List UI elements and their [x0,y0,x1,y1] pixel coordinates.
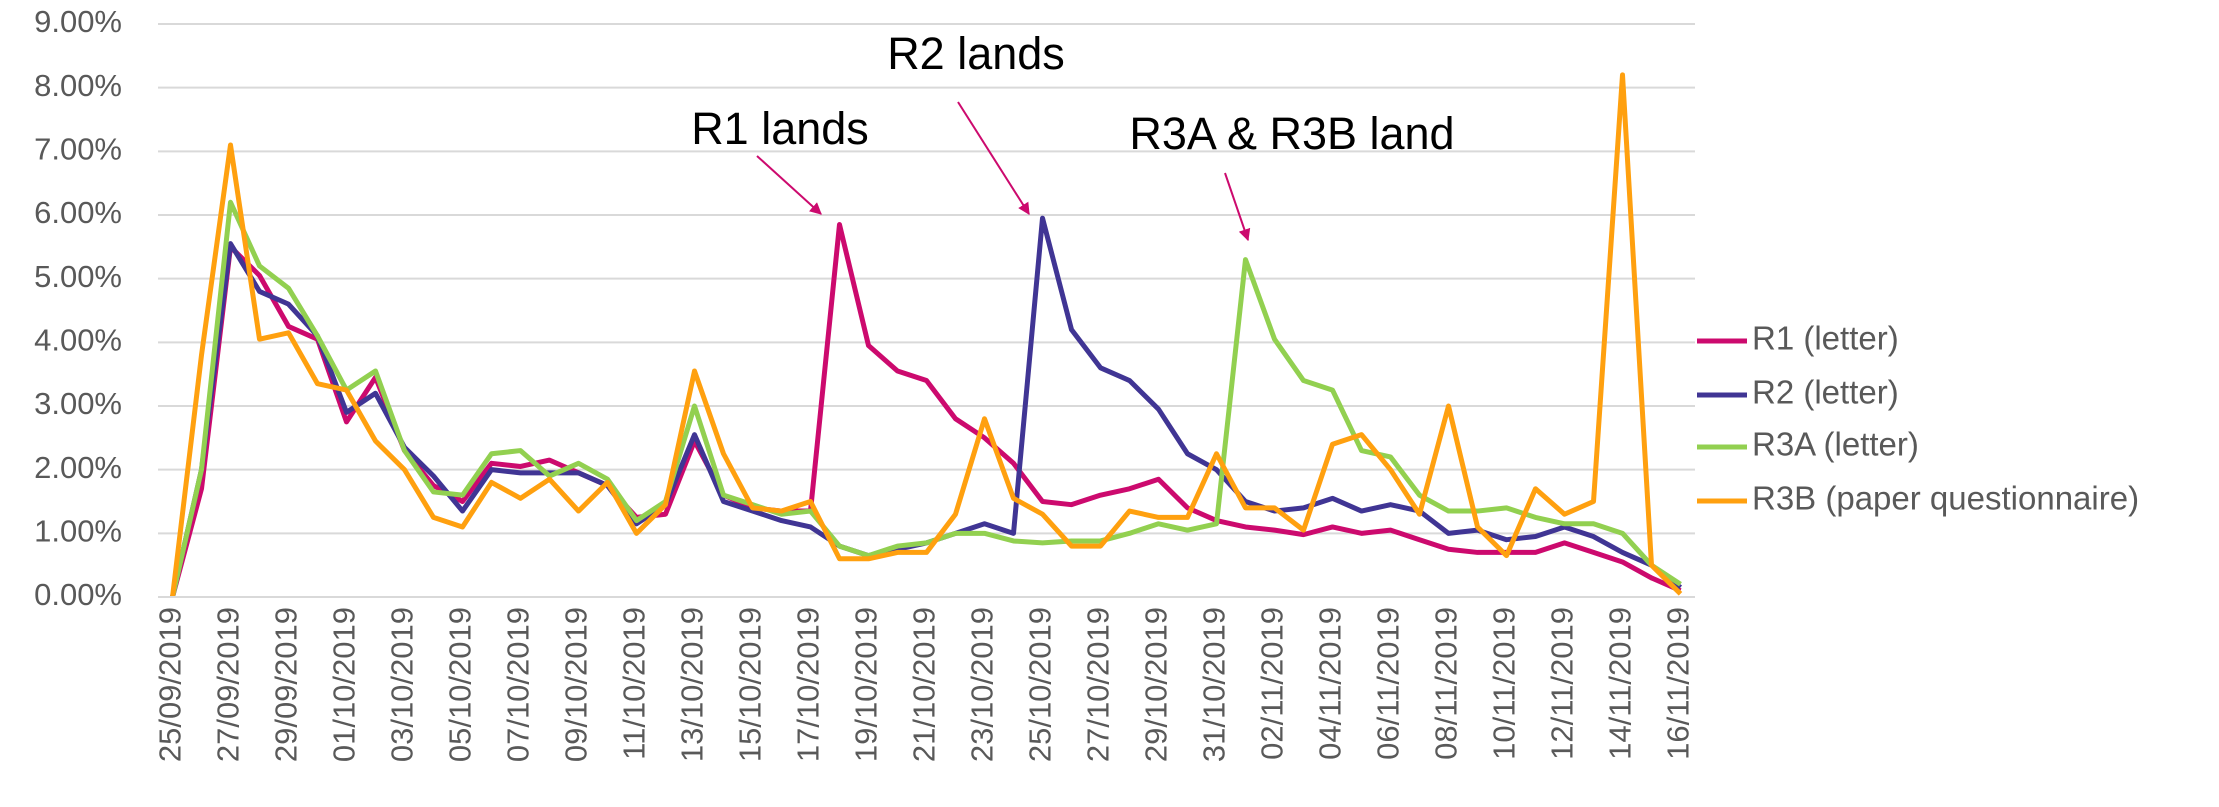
x-tick-label: 01/10/2019 [327,607,362,762]
x-tick-label: 10/11/2019 [1487,607,1522,760]
x-tick-label: 06/11/2019 [1371,607,1406,760]
x-tick-label: 27/09/2019 [211,607,246,762]
y-tick-label: 8.00% [34,68,122,103]
y-tick-label: 3.00% [34,386,122,421]
y-tick-label: 1.00% [34,514,122,549]
annotation-arrow [957,101,1030,216]
x-tick-label: 05/10/2019 [443,607,478,762]
x-tick-label: 25/10/2019 [1023,607,1058,762]
x-tick-label: 09/10/2019 [559,607,594,762]
x-tick-label: 17/10/2019 [791,607,826,762]
x-tick-label: 16/11/2019 [1661,607,1696,760]
x-tick-label: 15/10/2019 [733,607,768,762]
x-tick-label: 27/10/2019 [1081,607,1116,762]
y-tick-label: 2.00% [34,450,122,485]
annotation-arrow [1224,172,1251,242]
annotation: R3A & R3B land [1129,108,1454,159]
x-tick-label: 31/10/2019 [1197,607,1232,762]
y-tick-label: 5.00% [34,259,122,294]
x-tick-label: 23/10/2019 [965,607,1000,762]
annotation-arrow [756,155,822,215]
x-tick-label: 08/11/2019 [1429,607,1464,760]
lines [170,72,1683,598]
x-tick-label: 14/11/2019 [1603,607,1638,760]
y-tick-label: 4.00% [34,323,122,358]
y-tick-label: 0.00% [34,577,122,612]
legend-label: R3B (paper questionnaire) [1752,480,2139,517]
grid [158,23,1695,598]
y-tick-label: 7.00% [34,132,122,167]
annotation: R2 lands [887,28,1065,79]
x-tick-label: 25/09/2019 [153,607,188,762]
x-tick-label: 21/10/2019 [907,607,942,762]
x-tick-label: 11/10/2019 [617,607,652,760]
x-tick-label: 04/11/2019 [1313,607,1348,760]
x-tick-label: 03/10/2019 [385,607,420,762]
x-tick-label: 29/09/2019 [269,607,304,762]
x-tick-label: 12/11/2019 [1545,607,1580,760]
series-line [170,199,1682,598]
series-line [170,72,1683,598]
annotation: R1 lands [691,103,869,154]
y-tick-label: 9.00% [34,4,122,39]
y-tick-label: 6.00% [34,195,122,230]
x-tick-label: 29/10/2019 [1139,607,1174,762]
series-line [170,215,1683,598]
legend-label: R1 (letter) [1752,320,1899,357]
legend-label: R3A (letter) [1752,426,1919,463]
x-tick-label: 19/10/2019 [849,607,884,762]
x-tick-label: 07/10/2019 [501,607,536,762]
x-tick-label: 13/10/2019 [675,607,710,762]
x-tick-label: 02/11/2019 [1255,607,1290,760]
legend-label: R2 (letter) [1752,374,1899,411]
